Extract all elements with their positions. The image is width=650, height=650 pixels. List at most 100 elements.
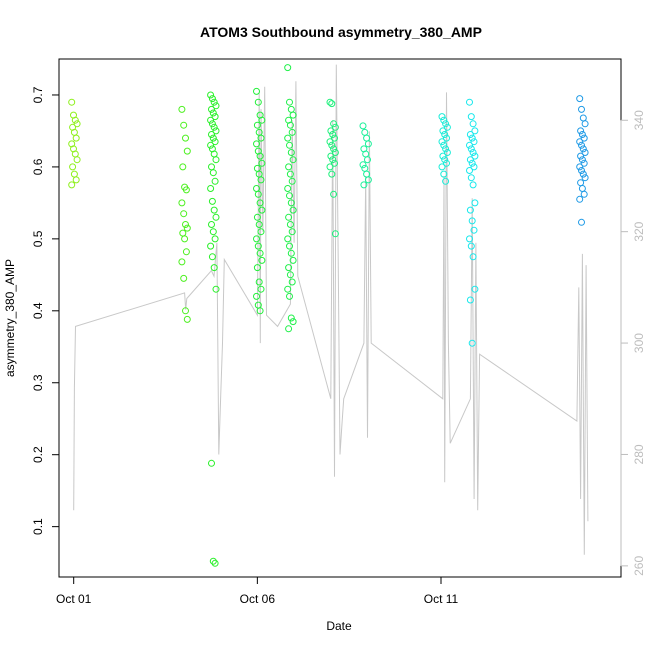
data-point bbox=[211, 113, 219, 121]
data-point bbox=[208, 253, 216, 261]
data-point bbox=[466, 98, 473, 106]
data-point bbox=[69, 163, 77, 171]
y-tick-label: 0.1 bbox=[31, 518, 45, 535]
data-point bbox=[258, 206, 266, 214]
data-point bbox=[179, 229, 187, 237]
data-point bbox=[331, 149, 339, 156]
data-point bbox=[72, 134, 80, 142]
data-point bbox=[70, 170, 78, 178]
data-point bbox=[210, 98, 218, 106]
data-point bbox=[178, 105, 186, 113]
data-point bbox=[209, 109, 217, 117]
data-point bbox=[180, 274, 188, 282]
data-point bbox=[254, 242, 262, 250]
y-right-tick-label: 260 bbox=[632, 556, 646, 576]
data-point bbox=[288, 128, 296, 136]
data-point bbox=[72, 176, 80, 184]
data-point bbox=[364, 176, 372, 184]
data-point bbox=[286, 170, 294, 178]
data-point bbox=[212, 102, 220, 110]
y-axis-label: asymmetry_380_AMP bbox=[3, 259, 17, 377]
data-point bbox=[285, 264, 293, 272]
data-point bbox=[289, 111, 297, 119]
x-tick-label: Oct 06 bbox=[240, 592, 276, 606]
y-tick-label: 0.6 bbox=[31, 158, 45, 175]
data-point bbox=[286, 271, 294, 279]
data-point bbox=[442, 145, 450, 153]
data-point bbox=[327, 152, 335, 160]
data-point bbox=[208, 163, 215, 171]
data-point bbox=[286, 221, 294, 228]
data-point bbox=[209, 134, 217, 142]
data-point bbox=[212, 127, 220, 135]
data-point bbox=[359, 122, 367, 130]
data-point bbox=[442, 177, 450, 185]
data-point bbox=[183, 147, 191, 155]
data-point bbox=[288, 177, 296, 185]
data-point bbox=[211, 138, 219, 146]
data-point bbox=[207, 91, 215, 99]
data-point bbox=[179, 163, 187, 171]
data-point bbox=[255, 221, 263, 228]
data-point bbox=[208, 459, 215, 467]
data-point bbox=[577, 179, 585, 187]
data-point bbox=[207, 242, 215, 250]
data-point bbox=[469, 253, 477, 261]
x-tick-label: Oct 01 bbox=[56, 592, 92, 606]
data-point bbox=[441, 131, 449, 138]
data-point bbox=[180, 121, 188, 129]
data-point bbox=[288, 228, 296, 236]
data-point bbox=[364, 140, 372, 148]
data-point bbox=[285, 213, 293, 221]
data-point bbox=[329, 156, 337, 164]
data-point bbox=[289, 156, 297, 164]
data-point bbox=[363, 134, 371, 142]
data-point bbox=[286, 141, 293, 149]
data-point bbox=[469, 120, 477, 128]
y-tick-label: 0.5 bbox=[31, 230, 45, 247]
data-point bbox=[289, 318, 297, 326]
data-point bbox=[256, 307, 264, 315]
y-right-tick-label: 300 bbox=[632, 333, 646, 353]
data-point bbox=[443, 159, 450, 167]
data-point bbox=[288, 278, 296, 286]
data-point bbox=[581, 174, 589, 182]
data-point bbox=[287, 199, 295, 207]
data-point bbox=[442, 120, 450, 128]
data-point bbox=[287, 249, 295, 257]
data-point bbox=[466, 156, 474, 164]
data-point bbox=[578, 131, 586, 138]
data-point bbox=[289, 256, 297, 264]
data-point bbox=[581, 149, 589, 156]
data-point bbox=[578, 105, 585, 113]
data-point bbox=[212, 285, 220, 293]
data-point bbox=[359, 161, 367, 169]
data-point bbox=[471, 285, 479, 293]
data-point bbox=[211, 235, 219, 243]
data-point bbox=[178, 199, 186, 207]
data-point bbox=[209, 557, 217, 565]
data-point bbox=[209, 228, 217, 236]
data-point bbox=[257, 176, 265, 184]
data-point bbox=[255, 278, 263, 286]
data-point bbox=[326, 138, 334, 146]
data-point bbox=[182, 186, 190, 194]
data-point bbox=[285, 163, 293, 171]
data-point bbox=[285, 325, 293, 333]
data-point bbox=[469, 149, 477, 156]
data-point bbox=[258, 116, 266, 124]
data-point bbox=[470, 138, 478, 146]
data-point bbox=[284, 185, 292, 192]
data-point bbox=[287, 314, 295, 322]
data-point bbox=[253, 213, 261, 221]
data-point bbox=[210, 206, 218, 214]
data-point bbox=[580, 190, 588, 198]
data-point bbox=[578, 185, 586, 192]
data-point bbox=[331, 159, 338, 167]
data-point bbox=[327, 127, 335, 135]
data-point bbox=[326, 98, 334, 106]
data-point bbox=[361, 128, 369, 136]
data-point bbox=[438, 163, 446, 171]
y-right-tick-label: 280 bbox=[632, 444, 646, 464]
data-point bbox=[328, 170, 336, 178]
